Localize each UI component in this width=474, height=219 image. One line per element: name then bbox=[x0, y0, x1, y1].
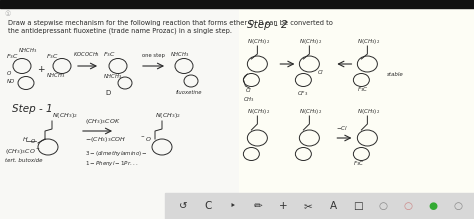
Text: $O$: $O$ bbox=[30, 137, 36, 145]
Text: $^-O$: $^-O$ bbox=[140, 135, 152, 143]
Text: $KOCOCH_3$: $KOCOCH_3$ bbox=[73, 51, 100, 59]
Text: tert. butoxide: tert. butoxide bbox=[5, 159, 43, 164]
Text: $F_3C$: $F_3C$ bbox=[6, 53, 19, 62]
Text: ↺: ↺ bbox=[179, 201, 187, 211]
Text: $N(CH_3)_2$: $N(CH_3)_2$ bbox=[357, 37, 381, 46]
Text: $CF_3$: $CF_3$ bbox=[297, 90, 309, 99]
Text: $NHCH_3$: $NHCH_3$ bbox=[46, 72, 65, 80]
Text: Step - 1: Step - 1 bbox=[12, 104, 53, 114]
Text: $NO$: $NO$ bbox=[6, 77, 16, 85]
Text: $N(CH_3)_2$: $N(CH_3)_2$ bbox=[247, 108, 271, 117]
Text: $N(CH_3)_2$: $N(CH_3)_2$ bbox=[247, 37, 271, 46]
Text: $Cl$: $Cl$ bbox=[246, 86, 253, 94]
Text: +: + bbox=[37, 65, 45, 74]
Text: $NHCH_3$: $NHCH_3$ bbox=[103, 72, 123, 81]
Text: Draw a stepwise mechanism for the following reaction that forms ether D. D can b: Draw a stepwise mechanism for the follow… bbox=[8, 20, 333, 35]
Text: $NHCH_3$: $NHCH_3$ bbox=[170, 51, 190, 59]
Text: ‣: ‣ bbox=[230, 201, 236, 211]
Text: □: □ bbox=[353, 201, 363, 211]
Text: $F_3C$: $F_3C$ bbox=[354, 160, 365, 168]
Text: $1-Phenyl-1Pr...$: $1-Phenyl-1Pr...$ bbox=[85, 159, 138, 168]
Text: $N(CH_3)_2$: $N(CH_3)_2$ bbox=[52, 111, 78, 120]
Text: $(CH_3)_3CO^-$: $(CH_3)_3CO^-$ bbox=[5, 147, 41, 155]
Text: ○: ○ bbox=[403, 201, 412, 211]
Text: +: + bbox=[279, 201, 287, 211]
Bar bbox=[239, 8, 474, 219]
Text: C: C bbox=[204, 201, 212, 211]
Bar bbox=[0, 0, 474, 8]
Text: D: D bbox=[105, 90, 110, 96]
Text: $N(CH_3)_2$: $N(CH_3)_2$ bbox=[300, 108, 322, 117]
Text: $3-(dimethylamino)-$: $3-(dimethylamino)-$ bbox=[85, 150, 148, 159]
Text: $-(CH_3)_3COH$: $-(CH_3)_3COH$ bbox=[85, 134, 126, 143]
Text: $(CH_3)_3COK$: $(CH_3)_3COK$ bbox=[85, 118, 121, 127]
Text: $N(CH_3)_2$: $N(CH_3)_2$ bbox=[357, 108, 381, 117]
Text: stable: stable bbox=[387, 71, 404, 76]
Bar bbox=[165, 193, 474, 219]
Text: $N(CH_3)_2$: $N(CH_3)_2$ bbox=[155, 111, 181, 120]
Bar bbox=[0, 8, 239, 219]
Text: ✂: ✂ bbox=[304, 201, 312, 211]
Text: one step: one step bbox=[142, 53, 164, 58]
Text: A: A bbox=[329, 201, 337, 211]
Text: Step - 2: Step - 2 bbox=[247, 20, 288, 30]
Text: $CH_3$: $CH_3$ bbox=[243, 95, 255, 104]
Text: $F_3C$: $F_3C$ bbox=[103, 51, 116, 59]
Text: ✏: ✏ bbox=[254, 201, 263, 211]
Text: $N(CH_3)_2$: $N(CH_3)_2$ bbox=[300, 37, 322, 46]
Text: $NHCH_3$: $NHCH_3$ bbox=[18, 47, 37, 55]
Text: $-Cl$: $-Cl$ bbox=[337, 124, 348, 132]
Text: ①: ① bbox=[5, 11, 11, 17]
Text: $F_3C$: $F_3C$ bbox=[357, 86, 369, 94]
Text: ○: ○ bbox=[454, 201, 463, 211]
Text: $H$: $H$ bbox=[22, 135, 28, 143]
Text: ●: ● bbox=[428, 201, 438, 211]
Text: ○: ○ bbox=[379, 201, 388, 211]
Text: $O$: $O$ bbox=[6, 69, 12, 77]
Text: fluoxetine: fluoxetine bbox=[176, 90, 202, 95]
Text: $F_3C$: $F_3C$ bbox=[46, 53, 59, 62]
Text: $Cl$: $Cl$ bbox=[318, 68, 325, 76]
